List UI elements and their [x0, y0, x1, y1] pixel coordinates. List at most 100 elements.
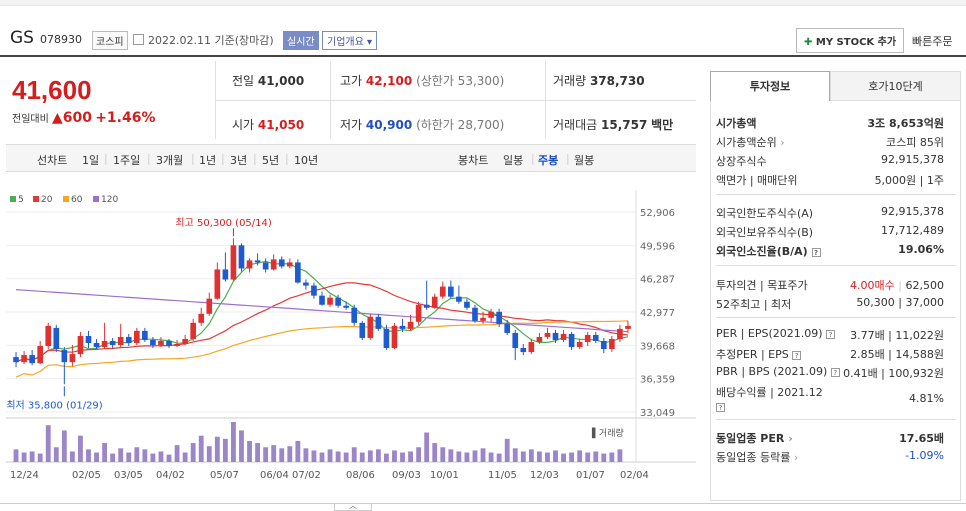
- candle-body: [125, 336, 132, 343]
- tab-hoga[interactable]: 호가10단계: [830, 71, 961, 101]
- industry-per-label[interactable]: 동일업종 PER ›: [716, 432, 793, 445]
- candle-body: [391, 325, 398, 349]
- volume-bar: [239, 430, 244, 462]
- pbr-value: 0.41배 | 100,932원: [843, 367, 944, 380]
- min-label: 최저 35,800 (01/29): [6, 399, 102, 411]
- candle-body: [407, 321, 414, 329]
- candle-body: [351, 307, 358, 323]
- my-stock-add-button[interactable]: ✚ MY STOCK 추가: [796, 28, 905, 53]
- period-3y[interactable]: 3년: [230, 154, 248, 167]
- legend-swatch: [33, 196, 39, 202]
- legend-swatch: [63, 196, 69, 202]
- dividend-value: 4.81%: [909, 392, 944, 405]
- candle-body: [625, 325, 631, 329]
- volume-bar: [528, 449, 534, 462]
- volume-bar: [190, 443, 196, 462]
- candle-body: [568, 333, 575, 348]
- quick-order-link[interactable]: 빠른주문: [912, 35, 953, 48]
- x-tick-label: 04/02: [156, 470, 185, 481]
- candle-body: [37, 346, 43, 364]
- candle-body: [431, 296, 438, 308]
- volume-label: ▌거래량: [591, 427, 624, 439]
- volume-bar: [21, 452, 27, 462]
- volume-bar: [37, 453, 43, 462]
- change-label: 전일대비: [12, 114, 49, 125]
- market-badge: 코스피: [92, 31, 128, 50]
- x-tick-label: 08/06: [346, 470, 375, 481]
- period-1d[interactable]: 1일: [82, 154, 100, 167]
- volume-bar: [166, 454, 172, 462]
- eper-value: 2.85배 | 14,588원: [850, 348, 944, 361]
- company-overview-dropdown[interactable]: 기업개요 ▾: [322, 31, 377, 50]
- candle-body: [238, 245, 245, 269]
- volume-bar: [472, 450, 478, 462]
- tab-invest-info[interactable]: 투자정보: [710, 71, 830, 101]
- volume-bar: [279, 448, 285, 462]
- y-tick-label: 52,906: [640, 208, 675, 219]
- cap-rank-value: 코스피 85위: [886, 136, 944, 149]
- volume-bar: [271, 445, 277, 462]
- stock-chart[interactable]: 52,906 49,596 46,287 42,977 39,668 36,359 33,0…: [6, 190, 696, 490]
- opinion-value: 4.00매수 | 62,500: [850, 279, 944, 292]
- candle-body: [456, 296, 462, 302]
- volume-bar: [311, 450, 317, 462]
- help-icon[interactable]: ?: [811, 247, 821, 257]
- volume-bar: [247, 440, 252, 462]
- legend-label: 20: [41, 195, 53, 205]
- candle-monthly[interactable]: 월봉: [574, 154, 595, 167]
- candle-body: [343, 305, 349, 308]
- candle-body: [480, 317, 486, 321]
- pbr-label: PBR | BPS (2021.09) ?: [716, 365, 840, 378]
- volume-bar: [569, 452, 575, 462]
- candle-weekly[interactable]: 주봉: [538, 154, 559, 167]
- w52-label: 52주최고 | 최저: [716, 298, 792, 311]
- period-bar: 선차트 1일 | 1주일 | 3개월 | 1년 | 3년 | 5년 | 10년 …: [6, 144, 696, 172]
- max-label: 최고 50,300 (05/14): [175, 217, 271, 229]
- top-strip: [0, 0, 966, 6]
- eper-label: 추정PER | EPS ?: [716, 346, 802, 362]
- x-tick-label: 03/05: [114, 470, 143, 481]
- volume: 거래량 378,730: [553, 74, 645, 88]
- period-10y[interactable]: 10년: [294, 154, 319, 167]
- candle-body: [359, 322, 366, 338]
- industry-rate-label[interactable]: 동일업종 등락률 ›: [716, 451, 799, 464]
- candle-body: [439, 286, 446, 297]
- candle-body: [77, 335, 84, 355]
- help-icon[interactable]: ?: [716, 400, 725, 413]
- par-label: 액면가 | 매매단위: [716, 174, 798, 187]
- candle-body: [21, 355, 27, 363]
- volume-bar: [480, 448, 486, 462]
- volume-bar: [408, 451, 413, 462]
- volume-bar: [512, 448, 518, 462]
- per-label: PER | EPS(2021.09) ?: [716, 327, 836, 340]
- period-5y[interactable]: 5년: [262, 154, 280, 167]
- candle-body: [246, 260, 253, 269]
- candle-body: [150, 339, 156, 346]
- period-3m[interactable]: 3개월: [156, 154, 184, 167]
- cap-rank-label[interactable]: 시가총액순위 ›: [716, 136, 785, 149]
- candle-body: [278, 259, 285, 267]
- volume-bar: [343, 452, 349, 462]
- candle-body: [592, 334, 599, 341]
- x-tick-label: 10/01: [430, 470, 459, 481]
- candle-body: [375, 316, 382, 329]
- period-1y[interactable]: 1년: [199, 154, 217, 167]
- volume-bar: [577, 450, 583, 462]
- volume-bar: [416, 447, 422, 462]
- period-1w[interactable]: 1주일: [113, 154, 141, 167]
- volume-bar: [359, 452, 365, 462]
- help-icon[interactable]: ?: [792, 350, 802, 360]
- candle-body: [488, 311, 494, 318]
- line-chart-label: 선차트: [37, 154, 68, 167]
- volume-bar: [214, 436, 220, 462]
- collapse-toggle[interactable]: ︿: [334, 502, 372, 511]
- candle-body: [182, 338, 188, 345]
- realtime-button[interactable]: 실시간: [283, 31, 319, 50]
- w52-value: 50,300 | 37,000: [856, 296, 944, 309]
- x-tick-label: 12/24: [10, 470, 39, 481]
- y-tick-label: 36,359: [640, 375, 675, 386]
- candle-daily[interactable]: 일봉: [503, 154, 524, 167]
- candle-body: [472, 307, 478, 321]
- help-icon[interactable]: ?: [830, 367, 840, 377]
- help-icon[interactable]: ?: [826, 329, 836, 339]
